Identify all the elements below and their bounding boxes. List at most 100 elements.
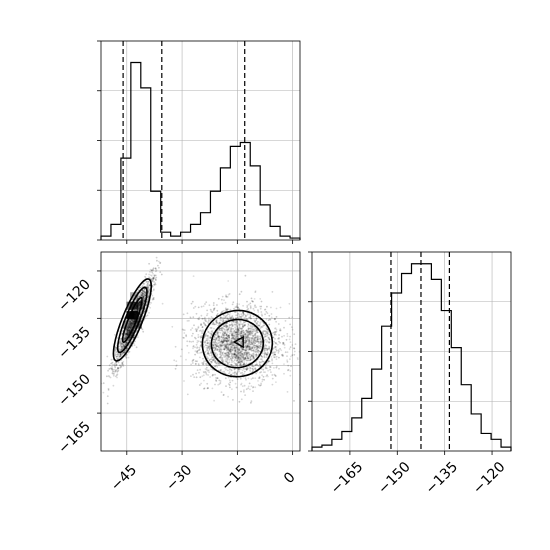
scatter-point <box>108 375 110 377</box>
scatter-point <box>145 281 147 283</box>
scatter-point <box>307 375 309 377</box>
scatter-point <box>111 359 113 361</box>
scatter-point <box>192 341 194 343</box>
scatter-point <box>302 331 304 333</box>
scatter-point <box>289 358 291 360</box>
scatter-point <box>253 356 255 358</box>
scatter-point <box>147 286 149 288</box>
scatter-point <box>188 352 190 354</box>
scatter-point <box>204 320 206 322</box>
scatter-point <box>248 334 250 336</box>
scatter-point <box>252 364 254 366</box>
scatter-point <box>261 358 263 360</box>
scatter-point <box>202 326 204 328</box>
scatter-point <box>192 348 194 350</box>
scatter-point <box>235 324 237 326</box>
scatter-point <box>223 334 225 336</box>
scatter-point <box>243 314 245 316</box>
scatter-point <box>110 363 112 365</box>
scatter-point <box>192 316 194 318</box>
scatter-point <box>206 340 208 342</box>
scatter-point <box>272 363 274 365</box>
scatter-point <box>212 311 214 313</box>
scatter-point <box>113 369 115 371</box>
scatter-point <box>264 357 266 359</box>
scatter-point <box>228 328 230 330</box>
scatter-point <box>255 322 257 324</box>
scatter-point <box>289 339 291 341</box>
scatter-point <box>275 321 277 323</box>
scatter-point <box>293 347 295 349</box>
scatter-point <box>264 354 266 356</box>
scatter-point <box>182 329 184 331</box>
scatter-point <box>234 326 236 328</box>
scatter-point <box>283 373 285 375</box>
scatter-point <box>185 359 187 361</box>
scatter-point <box>258 384 260 386</box>
scatter-point <box>292 329 294 331</box>
scatter-point <box>233 325 235 327</box>
scatter-point <box>149 271 151 273</box>
scatter-point <box>289 370 291 372</box>
scatter-point <box>260 327 262 329</box>
scatter-point <box>230 317 232 319</box>
scatter-point <box>231 388 233 390</box>
scatter-point <box>193 275 195 277</box>
scatter-ytick-label: −165 <box>55 419 94 458</box>
scatter-point <box>237 359 239 361</box>
scatter-point <box>219 322 221 324</box>
scatter-point <box>106 356 108 358</box>
scatter-point <box>254 305 256 307</box>
scatter-point <box>251 355 253 357</box>
scatter-point <box>252 387 254 389</box>
scatter-point <box>225 307 227 309</box>
scatter-point <box>274 351 276 353</box>
scatter-point <box>259 321 261 323</box>
scatter-point <box>129 351 131 353</box>
scatter-point <box>196 342 198 344</box>
scatter-point <box>236 387 238 389</box>
scatter-point <box>175 360 177 362</box>
scatter-point <box>196 351 198 353</box>
scatter-point <box>227 331 229 333</box>
scatter-point <box>209 340 211 342</box>
scatter-point <box>294 351 296 353</box>
scatter-point <box>221 391 223 393</box>
scatter-point <box>208 346 210 348</box>
scatter-point <box>147 283 149 285</box>
scatter-point <box>216 332 218 334</box>
scatter-point <box>269 338 271 340</box>
scatter-xtick-label: −30 <box>163 462 195 494</box>
scatter-point <box>223 394 225 396</box>
scatter-point <box>278 357 280 359</box>
scatter-point <box>254 298 256 300</box>
scatter-point <box>212 374 214 376</box>
scatter-point <box>226 327 228 329</box>
scatter-point <box>235 383 237 385</box>
scatter-point <box>225 323 227 325</box>
scatter-point <box>224 332 226 334</box>
scatter-point <box>198 372 200 374</box>
scatter-point <box>257 346 259 348</box>
scatter-point <box>262 361 264 363</box>
scatter-point <box>197 369 199 371</box>
scatter-point <box>243 368 245 370</box>
scatter-point <box>227 280 229 282</box>
scatter-point <box>200 336 202 338</box>
scatter-point <box>245 357 247 359</box>
scatter-point <box>171 326 173 328</box>
scatter-point <box>205 351 207 353</box>
scatter-point <box>216 345 218 347</box>
scatter-point <box>149 307 151 309</box>
scatter-point <box>227 396 229 398</box>
scatter-point <box>192 346 194 348</box>
scatter-point <box>247 314 249 316</box>
scatter-point <box>225 352 227 354</box>
scatter-point <box>277 344 279 346</box>
scatter-point <box>265 311 267 313</box>
scatter-point <box>203 380 205 382</box>
scatter-point <box>214 366 216 368</box>
scatter-point <box>290 341 292 343</box>
scatter-point <box>258 342 260 344</box>
scatter-point <box>107 370 109 372</box>
